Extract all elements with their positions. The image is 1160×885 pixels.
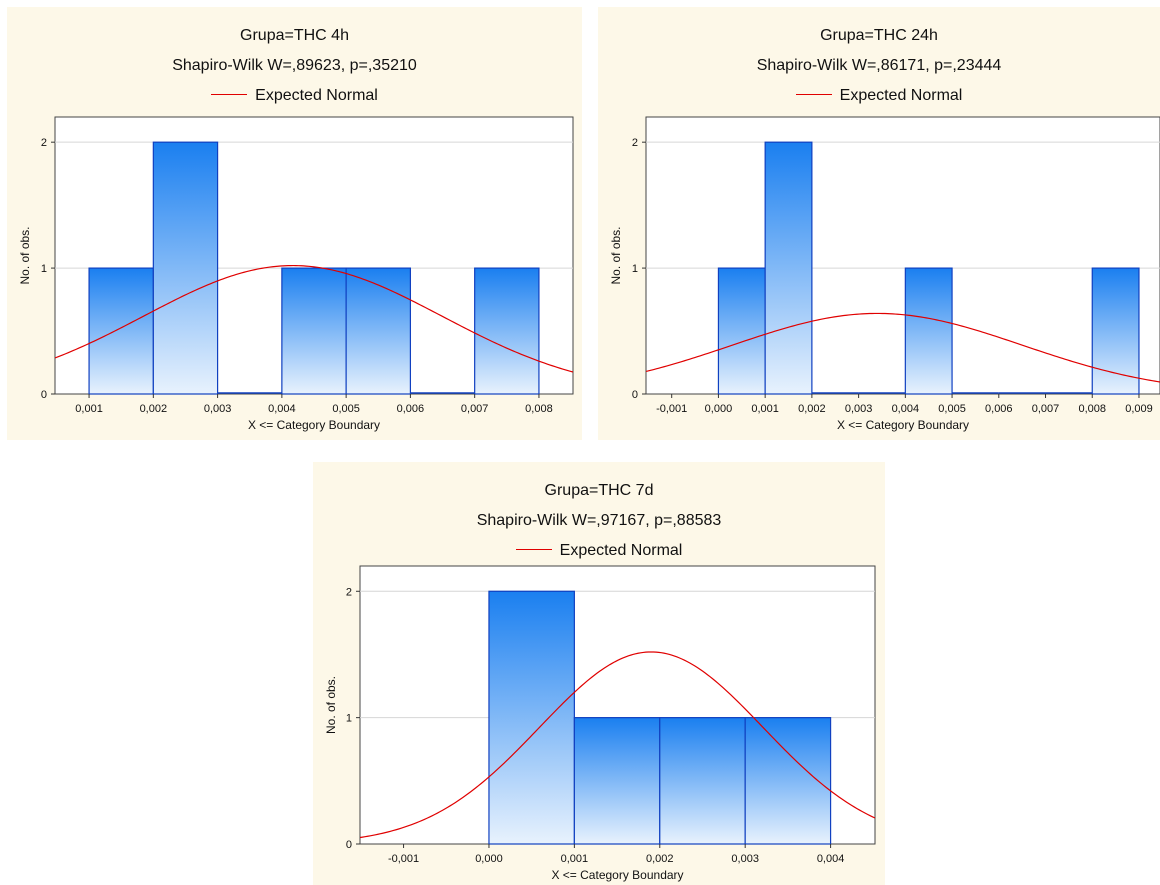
x-tick-label: 0,007 [1032,403,1060,415]
expected-normal-curve [360,651,875,839]
x-tick-label: 0,000 [705,403,733,415]
legend-line-swatch [211,94,248,96]
chart-title: Grupa=THC 4h [240,27,349,44]
chart-legend: Expected Normal [598,87,1160,105]
y-tick-label: 0 [41,389,47,401]
expected-normal-curve [646,312,1160,383]
x-tick-label: 0,009 [1125,403,1153,415]
x-tick-label: 0,000 [475,853,503,865]
histogram-plot: 0 1 2 0,001 0,002 0,003 0,004 0,005 0,006 0,007 0,… [18,116,574,432]
legend-label: Expected Normal [839,87,963,104]
x-tick-label: 0,007 [461,403,489,415]
chart-title: Grupa=THC 7d [544,482,654,499]
y-tick-label: 2 [346,586,352,598]
expected-normal-curve [55,264,573,373]
y-tick-label: 1 [632,263,638,275]
histogram-bar [474,267,540,395]
y-axis-label: No. of obs. [18,226,32,284]
chart-legend: Expected Normal [7,87,582,105]
x-tick-label: 0,003 [731,853,759,865]
x-tick-label: 0,003 [845,403,873,415]
x-tick-label: 0,004 [817,853,845,865]
x-tick-label: 0,001 [75,403,103,415]
x-tick-label: 0,008 [525,403,553,415]
histogram-bar [904,267,953,395]
legend-line-swatch [515,549,552,551]
histogram-bar [659,717,746,845]
histogram-bar [573,717,661,845]
histogram-bar [345,267,412,395]
y-tick-label: 2 [41,137,47,149]
histogram-bar [1091,267,1140,395]
x-axis-label: X <= Category Boundary [551,868,683,882]
legend-line-swatch [795,94,832,96]
x-tick-label: 0,005 [938,403,966,415]
y-tick-label: 1 [346,713,352,725]
x-tick-label: 0,006 [985,403,1013,415]
x-axis-label: X <= Category Boundary [248,418,380,432]
x-tick-label: 0,002 [140,403,168,415]
y-tick-label: 1 [41,263,47,275]
x-tick-label: 0,001 [561,853,589,865]
histogram-bar [764,141,813,395]
histogram-plot: 0 1 2 -0,001 0,000 0,001 0,002 0,003 0,004 X <= C… [324,565,876,882]
histogram-bar [717,267,766,395]
x-tick-label: 0,003 [204,403,232,415]
chart-subtitle: Shapiro-Wilk W=,89623, p=,35210 [172,57,417,74]
legend-label: Expected Normal [255,87,378,104]
y-tick-label: 0 [346,839,352,851]
histogram-bar [744,717,832,845]
x-tick-label: 0,006 [397,403,425,415]
x-tick-label: -0,001 [388,853,419,865]
x-tick-label: 0,001 [751,403,779,415]
x-tick-label: -0,001 [656,403,687,415]
legend-label: Expected Normal [559,542,683,559]
chart-legend: Expected Normal [313,542,885,560]
histogram-panel-thc-7d: Grupa=THC 7d Shapiro-Wilk W=,97167, p=,8… [313,462,885,885]
x-tick-label: 0,004 [892,403,920,415]
chart-title: Grupa=THC 24h [820,27,938,44]
x-tick-label: 0,008 [1078,403,1106,415]
chart-subtitle: Shapiro-Wilk W=,86171, p=,23444 [756,57,1002,74]
x-tick-label: 0,002 [646,853,674,865]
y-axis-label: No. of obs. [324,676,338,734]
x-axis-label: X <= Category Boundary [837,418,969,432]
histogram-bar [281,267,347,395]
y-tick-label: 0 [632,389,638,401]
histogram-bar [88,267,154,395]
histogram-plot: 0 1 2 -0,001 0,000 0,001 0,002 0,003 0,004 0,005 0… [609,116,1160,432]
histogram-panel-thc-24h: Grupa=THC 24h Shapiro-Wilk W=,86171, p=,… [598,7,1160,440]
chart-subtitle: Shapiro-Wilk W=,97167, p=,88583 [476,512,722,529]
y-axis-label: No. of obs. [609,226,623,284]
x-tick-label: 0,004 [268,403,296,415]
histogram-bar [152,141,219,395]
x-tick-label: 0,005 [332,403,360,415]
x-tick-label: 0,002 [798,403,826,415]
histogram-panel-thc-4h: Grupa=THC 4h Shapiro-Wilk W=,89623, p=,3… [7,7,582,440]
histogram-bar [488,590,575,845]
y-tick-label: 2 [632,137,638,149]
